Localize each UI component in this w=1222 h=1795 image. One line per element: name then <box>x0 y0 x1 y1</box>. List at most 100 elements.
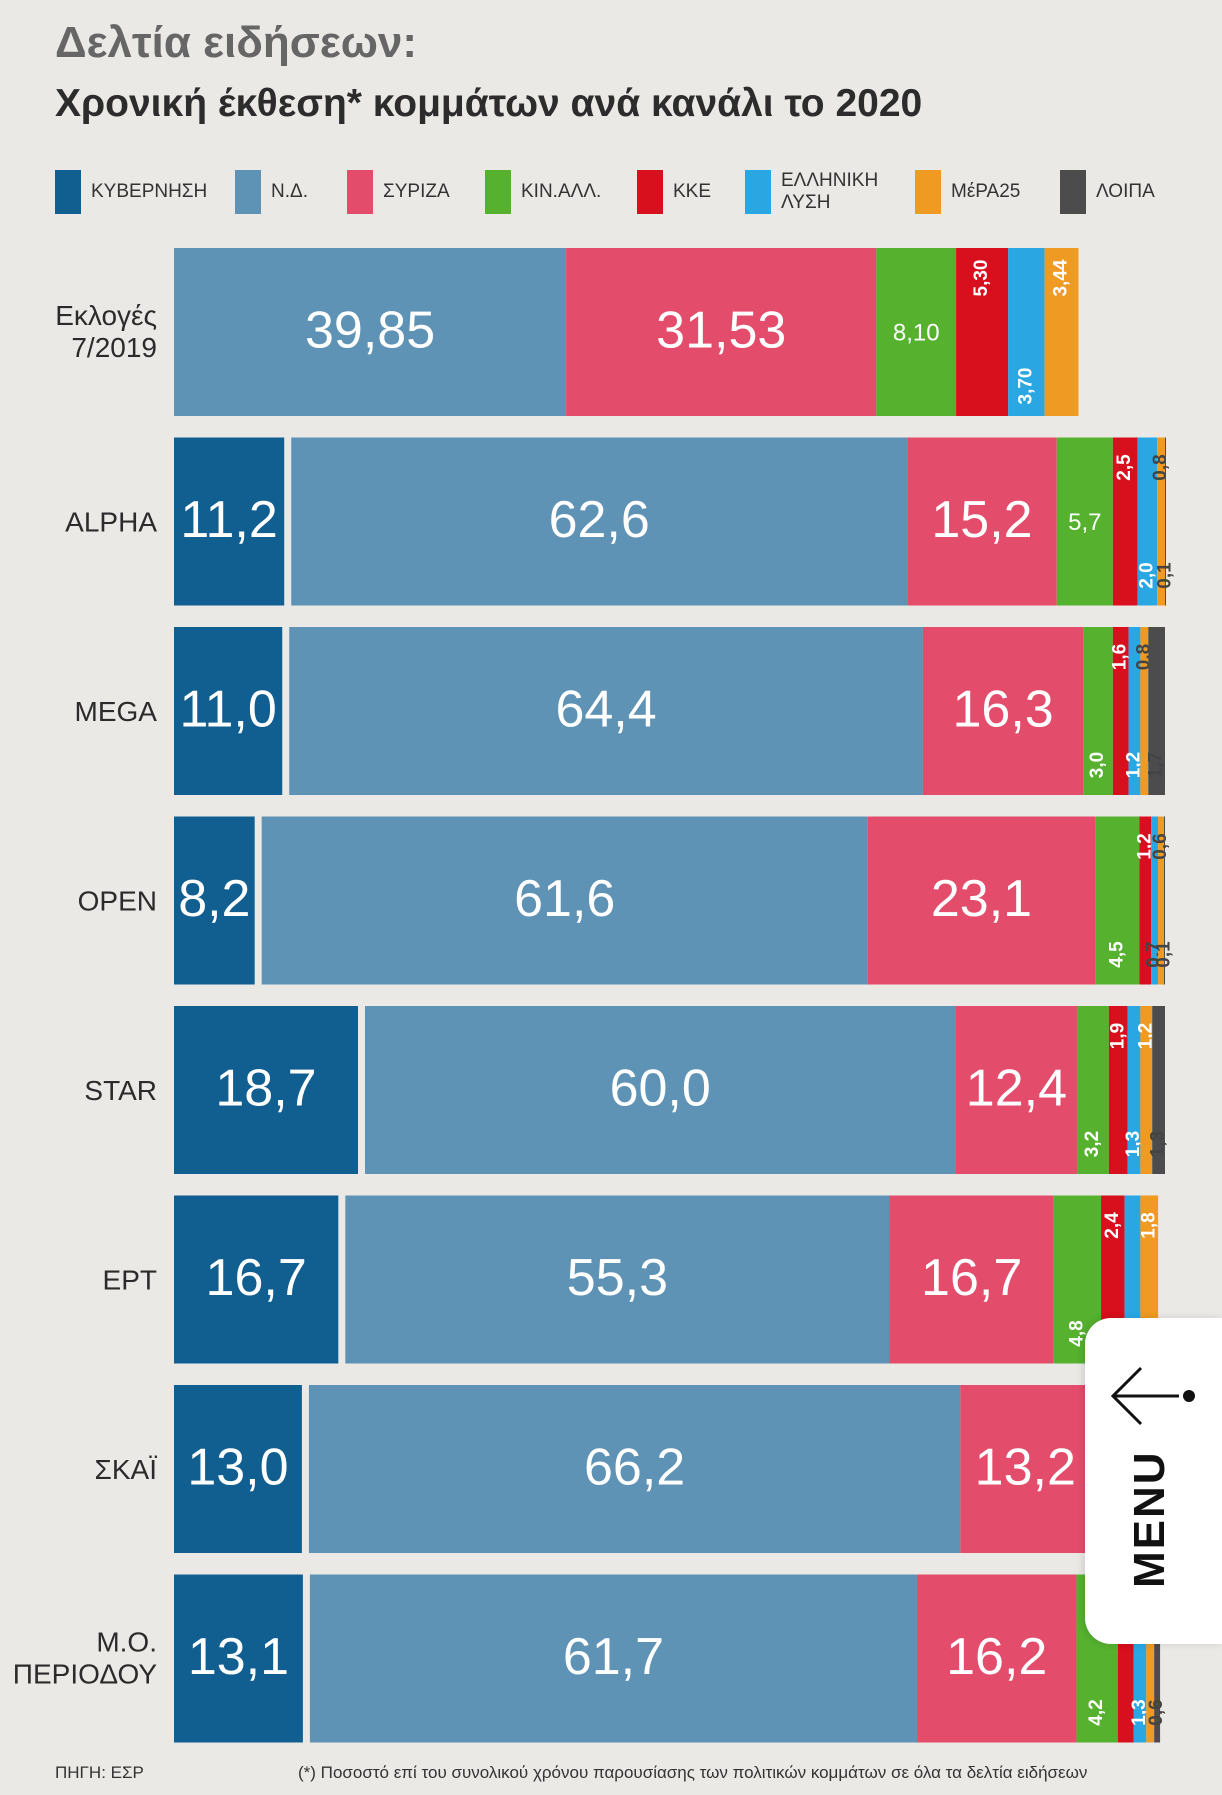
legend-label: ΚΙΝ.ΑΛΛ. <box>521 181 602 202</box>
legend-label: Ν.Δ. <box>271 181 308 202</box>
bar-segment <box>1157 437 1165 606</box>
data-label: 0,6 <box>1150 833 1171 859</box>
data-label: 4,2 <box>1086 1699 1107 1725</box>
legend-label: ΚΚΕ <box>673 181 712 202</box>
bar-segment <box>1165 437 1166 606</box>
data-label: 13,2 <box>975 1439 1076 1497</box>
legend-swatch <box>55 170 81 214</box>
bar-segment <box>1146 1574 1155 1743</box>
bar-segment <box>876 248 957 416</box>
data-label: 0,6 <box>1146 1699 1167 1725</box>
legend: ΚΥΒΕΡΝΗΣΗ Ν.Δ. ΣΥΡΙΖΑ ΚΙΝ.ΑΛΛ. ΚΚΕ ΕΛΛΗΝΙΚΗ Λ… <box>55 168 1175 218</box>
legend-swatch <box>485 170 511 214</box>
bar-segment <box>1151 816 1159 985</box>
legend-swatch <box>915 170 941 214</box>
legend-item: ΜέΡΑ25 <box>915 168 1061 216</box>
category-label: Εκλογές 7/2019 <box>55 300 157 363</box>
bar-segment <box>1154 1574 1161 1743</box>
bar-segment <box>1148 627 1165 795</box>
bar-segment <box>174 248 567 416</box>
category-label: MEGA <box>75 696 158 727</box>
legend-swatch <box>235 170 261 214</box>
data-label: 1,7 <box>1146 752 1167 778</box>
data-label: 11,2 <box>180 491 277 549</box>
data-label: 8,2 <box>178 870 250 928</box>
bar-segment <box>174 1574 303 1743</box>
legend-item: Ν.Δ. <box>235 168 381 216</box>
bar-segment <box>289 627 923 795</box>
data-label: 60,0 <box>610 1060 711 1118</box>
data-label: 62,6 <box>549 491 650 549</box>
bar-segment <box>922 627 1084 795</box>
data-label: 12,4 <box>966 1060 1067 1118</box>
bar-segment <box>174 437 285 606</box>
bar-segment <box>1095 816 1140 985</box>
legend-label: ΜέΡΑ25 <box>951 181 1021 202</box>
data-label: 16,7 <box>206 1249 307 1307</box>
bar-segment <box>955 1006 1078 1174</box>
data-label: 1,2 <box>1134 833 1155 859</box>
data-label: 61,7 <box>563 1628 664 1686</box>
bar-segment <box>345 1195 890 1364</box>
data-label: 11,0 <box>179 681 276 739</box>
data-label: 13,0 <box>187 1439 288 1497</box>
bar-segment <box>1008 248 1045 416</box>
bar-segment <box>1112 437 1138 606</box>
data-label: 15,2 <box>931 491 1032 549</box>
menu-button[interactable]: MENU <box>1085 1318 1222 1644</box>
bar-segment <box>566 248 877 416</box>
data-label: 39,85 <box>305 302 435 360</box>
bar-segment <box>1128 627 1141 795</box>
data-label: 1,9 <box>1107 1023 1128 1049</box>
legend-label: ΕΛΛΗΝΙΚΗ ΛΥΣΗ <box>781 170 879 213</box>
data-label: 2,4 <box>1102 1212 1123 1239</box>
legend-item: ΕΛΛΗΝΙΚΗ ΛΥΣΗ <box>745 168 881 216</box>
data-label: 0,1 <box>1155 562 1176 589</box>
data-label: 1,8 <box>1138 1212 1159 1238</box>
bar-segment <box>174 1385 302 1553</box>
data-label: 3,70 <box>1015 368 1036 405</box>
bar-segment <box>907 437 1057 606</box>
menu-label: MENU <box>1125 1450 1174 1588</box>
bar-segment <box>1164 816 1166 985</box>
data-label: 5,7 <box>1068 509 1101 536</box>
bar-segment <box>1137 437 1158 606</box>
data-label: 1,2 <box>1124 752 1145 778</box>
bar-segment <box>1140 1006 1153 1174</box>
category-label: ΕΡΤ <box>103 1264 157 1295</box>
legend-swatch <box>637 170 663 214</box>
category-label: ALPHA <box>65 506 157 537</box>
data-label: 3,2 <box>1082 1131 1103 1157</box>
bar-segment <box>1140 627 1149 795</box>
bar-segment <box>174 816 255 985</box>
bar-segment <box>1158 816 1165 985</box>
legend-label: ΣΥΡΙΖΑ <box>383 181 450 202</box>
category-label: Μ.Ο. ΠΕΡΙΟΔΟΥ <box>13 1627 158 1690</box>
bar-segment <box>1112 627 1129 795</box>
legend-swatch <box>1060 170 1086 214</box>
legend-item: ΚΚΕ <box>637 168 783 216</box>
bar-segment <box>174 1006 359 1174</box>
bar-segment <box>1108 1006 1128 1174</box>
data-label: 55,3 <box>567 1249 668 1307</box>
bar-segment <box>261 816 868 985</box>
data-label: 1,2 <box>1135 1023 1156 1049</box>
footnote: (*) Ποσοστό επί του συνολικού χρόνου παρ… <box>298 1763 1088 1782</box>
bar-segment <box>960 1385 1091 1553</box>
data-label: 4,5 <box>1106 941 1127 968</box>
data-label: 2,0 <box>1136 562 1157 588</box>
data-label: 1,6 <box>1110 644 1131 670</box>
legend-swatch <box>745 170 771 214</box>
legend-item: ΛΟΙΠΑ <box>1060 168 1206 216</box>
bar-segment <box>174 627 283 795</box>
bar-segment <box>1139 816 1152 985</box>
bar-segment <box>174 1195 339 1364</box>
bar-segment <box>956 248 1009 416</box>
bar-segment <box>309 1574 918 1743</box>
bar-segment <box>1083 627 1113 795</box>
bar-segment <box>1127 1006 1141 1174</box>
bar-segment <box>308 1385 961 1553</box>
legend-swatch <box>347 170 373 214</box>
arrow-left-icon <box>1110 1366 1195 1426</box>
